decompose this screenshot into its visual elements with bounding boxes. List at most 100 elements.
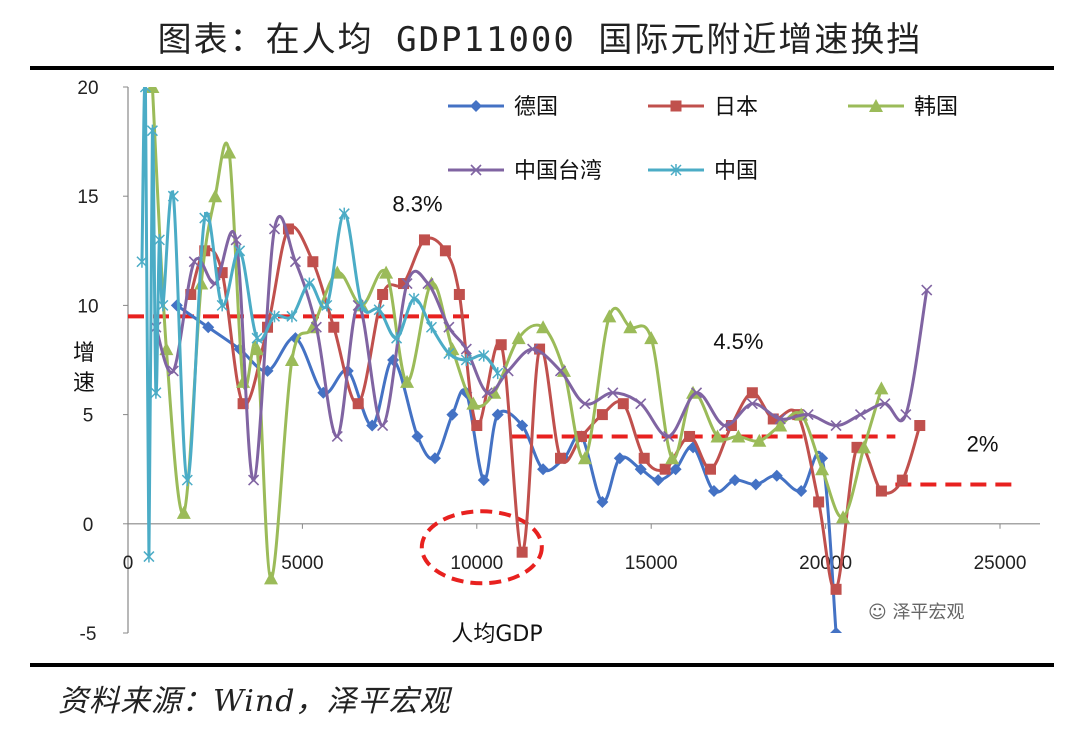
data-point	[596, 495, 609, 508]
data-point	[153, 233, 165, 246]
data-point	[767, 413, 779, 425]
data-point	[338, 207, 350, 220]
data-point	[373, 303, 385, 316]
data-point	[310, 321, 322, 333]
data-point	[286, 310, 298, 323]
y-tick-label: 0	[83, 515, 94, 536]
y-tick-label: -5	[80, 624, 97, 645]
growth-chart: -5 0 5 10 15 20 0 5000 10000 15000 20000 25000 增速人均G…	[73, 78, 1040, 647]
data-point	[665, 451, 680, 465]
data-point	[613, 452, 626, 465]
data-point	[495, 339, 507, 351]
data-point	[268, 223, 281, 235]
data-point	[466, 396, 481, 410]
annotation-label: 8.3%	[392, 191, 442, 216]
data-point	[216, 299, 228, 312]
series-1	[185, 223, 926, 595]
data-point	[268, 310, 281, 323]
data-point	[251, 332, 263, 345]
source-note: 资料来源：Wind，泽平宏观	[58, 684, 451, 719]
data-point	[289, 256, 301, 268]
data-point	[181, 474, 193, 487]
data-point	[537, 463, 550, 476]
data-point	[167, 190, 179, 203]
data-point	[377, 419, 389, 432]
data-point	[470, 164, 482, 176]
chart-axes: -5 0 5 10 15 20 0 5000 10000 15000 20000 25000 增速人均G…	[73, 78, 1040, 647]
data-point	[659, 463, 671, 475]
data-point	[875, 485, 887, 497]
data-point	[439, 245, 451, 257]
x-tick-label: 15000	[625, 553, 678, 574]
data-point	[460, 354, 472, 366]
x-tick-label: 20000	[799, 553, 852, 574]
legend-label: 中国台湾	[514, 159, 602, 184]
data-point	[555, 452, 567, 464]
bottom-rule	[30, 663, 1054, 667]
data-point	[157, 299, 169, 312]
data-point	[216, 267, 228, 279]
data-point	[443, 347, 455, 360]
data-point	[202, 321, 215, 334]
data-point	[502, 365, 514, 377]
data-point	[770, 469, 783, 482]
data-point	[234, 244, 246, 257]
data-point	[795, 485, 808, 498]
data-point	[408, 292, 420, 305]
data-point	[470, 100, 482, 112]
data-point	[143, 550, 155, 563]
data-point	[774, 413, 786, 425]
data-point	[749, 478, 762, 491]
x-tick-label: 25000	[974, 553, 1027, 574]
wechat-icon: ☺	[868, 602, 887, 623]
data-point	[282, 223, 294, 235]
data-point	[199, 212, 211, 225]
data-point	[516, 419, 529, 432]
series-line	[150, 87, 883, 580]
y-tick-label: 20	[77, 78, 98, 99]
data-point	[377, 288, 389, 300]
data-point	[145, 87, 160, 93]
data-point	[516, 546, 528, 558]
data-point	[146, 124, 158, 137]
data-point	[379, 265, 394, 279]
data-point	[602, 309, 617, 323]
legend-label: 韩国	[914, 95, 958, 120]
legend-label: 日本	[714, 95, 758, 120]
data-point	[303, 277, 315, 290]
data-point	[670, 164, 682, 176]
data-point	[900, 409, 912, 421]
data-point	[321, 299, 333, 312]
data-point	[830, 627, 843, 633]
data-point	[222, 145, 237, 159]
data-point	[557, 363, 571, 377]
legend-item-0: 德国	[448, 95, 558, 120]
legend-item-4: 中国	[648, 159, 758, 184]
data-point	[579, 398, 591, 410]
data-point	[773, 418, 788, 432]
y-tick-label: 15	[77, 187, 98, 208]
data-point	[366, 419, 379, 432]
data-point	[896, 474, 908, 486]
watermark: ☺ 泽平宏观	[868, 598, 965, 624]
data-point	[704, 463, 716, 475]
highlight-circle	[419, 509, 544, 586]
data-point	[728, 474, 741, 487]
data-point	[813, 496, 825, 508]
data-point	[607, 387, 619, 399]
data-point	[718, 419, 731, 432]
data-point	[638, 452, 650, 464]
legend-label: 中国	[714, 159, 758, 184]
data-point	[830, 419, 842, 432]
x-axis-label: 人均GDP	[451, 622, 542, 647]
data-point	[575, 430, 587, 442]
data-point	[248, 474, 260, 486]
data-point	[752, 433, 767, 447]
data-point	[527, 343, 539, 355]
data-point	[328, 321, 340, 333]
data-point	[352, 398, 364, 410]
series-line	[189, 225, 922, 592]
data-point	[477, 474, 490, 487]
data-point	[746, 398, 758, 410]
